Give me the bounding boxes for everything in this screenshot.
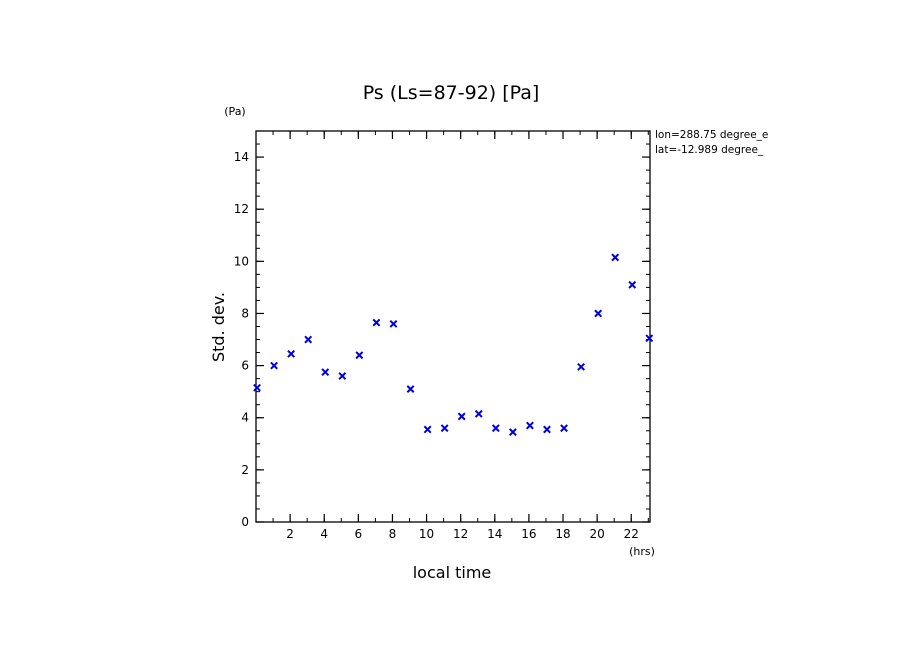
data-point — [355, 351, 364, 360]
tick-labels: 2 4 6 8 10 12 14 16 18 20 22 0 2 4 6 8 10 12 14 — [234, 150, 639, 541]
plot-frame — [255, 130, 651, 523]
x-tick-label: 6 — [355, 527, 363, 541]
data-points — [253, 253, 654, 436]
data-point — [611, 253, 620, 262]
data-point — [628, 280, 637, 289]
data-point — [270, 361, 278, 370]
data-point — [304, 335, 313, 344]
data-point — [423, 425, 432, 434]
data-point — [543, 425, 551, 434]
data-point — [577, 362, 586, 371]
data-point — [526, 421, 534, 430]
data-point — [508, 428, 517, 436]
data-point — [321, 368, 330, 377]
data-point — [338, 372, 347, 380]
x-axis-label: local time — [413, 563, 492, 582]
y-tick-label: 0 — [241, 515, 249, 529]
x-tick-label: 4 — [320, 527, 328, 541]
x-tick-label: 18 — [555, 527, 570, 541]
x-tick-label: 22 — [624, 527, 639, 541]
data-point — [440, 424, 449, 433]
y-tick-label: 2 — [241, 463, 249, 477]
data-point — [594, 309, 603, 318]
data-point — [645, 334, 654, 343]
y-tick-label: 12 — [234, 202, 249, 216]
axes — [255, 130, 651, 523]
y-axis-label: Std. dev. — [209, 292, 228, 362]
y-unit-label: (Pa) — [224, 105, 245, 118]
x-tick-label: 14 — [487, 527, 502, 541]
lon-annotation: lon=288.75 degree_e — [655, 129, 768, 141]
x-tick-label: 10 — [419, 527, 434, 541]
x-tick-label: 12 — [453, 527, 468, 541]
y-tick-label: 8 — [241, 306, 249, 320]
data-point — [287, 349, 296, 358]
data-point — [372, 318, 381, 327]
y-tick-label: 10 — [234, 254, 249, 268]
lat-annotation: lat=-12.989 degree_ — [655, 144, 764, 156]
data-point — [491, 424, 500, 433]
ticks — [255, 130, 650, 523]
x-tick-label: 20 — [589, 527, 604, 541]
data-point — [253, 383, 261, 392]
x-tick-label: 16 — [521, 527, 536, 541]
chart-title: Ps (Ls=87-92) [Pa] — [363, 82, 540, 104]
x-tick-label: 2 — [286, 527, 294, 541]
data-point — [406, 385, 415, 393]
data-point — [474, 409, 483, 418]
y-tick-label: 14 — [234, 150, 249, 164]
x-tick-label: 8 — [389, 527, 397, 541]
data-point — [389, 319, 398, 328]
data-point — [560, 424, 568, 433]
y-tick-label: 6 — [241, 359, 249, 373]
x-unit-label: (hrs) — [629, 545, 655, 558]
y-tick-label: 4 — [241, 411, 249, 425]
data-point — [457, 412, 466, 421]
